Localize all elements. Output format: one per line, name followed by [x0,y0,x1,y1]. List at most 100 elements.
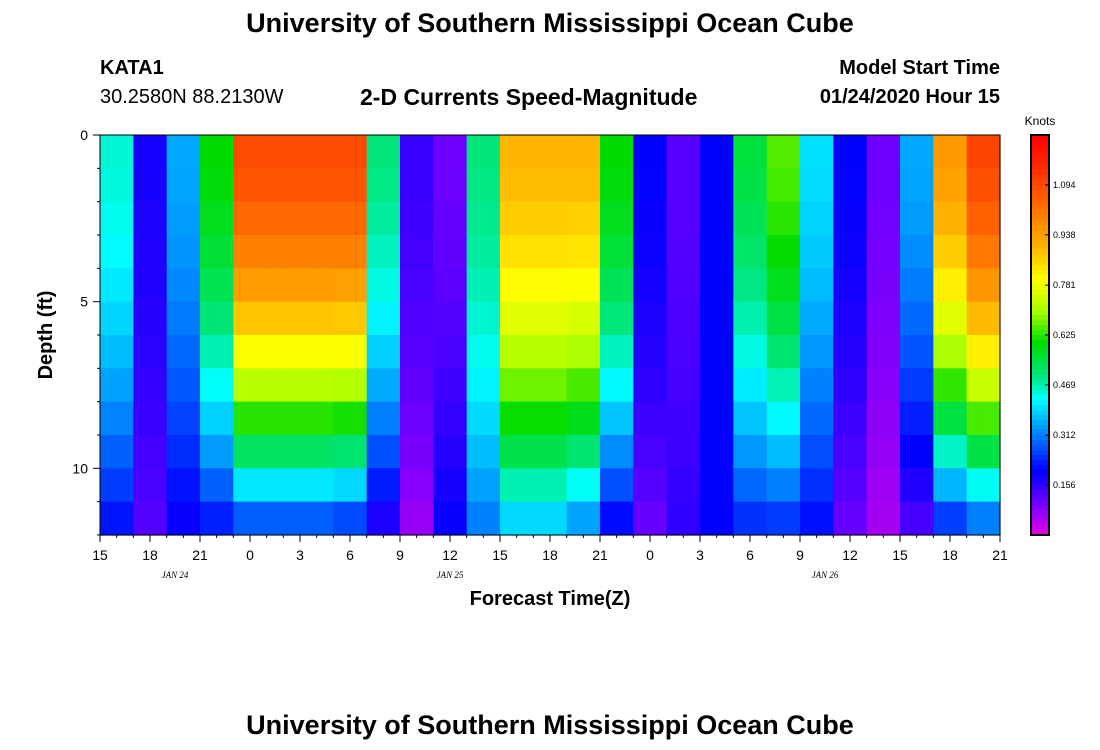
heatmap-cell [700,401,718,436]
heatmap-cell [216,501,234,536]
heatmap-cell [816,168,834,203]
heatmap-cell [250,335,268,369]
heatmap-cell [950,268,968,303]
heatmap-cell [233,401,251,436]
heatmap-cell [966,268,984,303]
colorbar-segment [1031,350,1049,356]
heatmap-cell [183,435,201,469]
heatmap-cell [716,368,734,403]
heatmap-cell [350,368,368,403]
heatmap-cell [716,201,734,236]
heatmap-cell [316,501,334,536]
heatmap-cell [883,135,901,169]
heatmap-cell [883,501,901,536]
colorbar-segment [1031,520,1049,526]
heatmap-cell [916,168,934,203]
heatmap-cell [600,435,618,469]
heatmap-cell [700,168,718,203]
heatmap-cell [383,435,401,469]
colorbar-segment [1031,160,1049,166]
heatmap-cell [350,135,368,169]
heatmap-cell [716,168,734,203]
heatmap-cell [733,468,751,503]
heatmap-cell [433,168,451,203]
x-tick-label: 21 [592,547,608,563]
colorbar: 1.094 0.938 0.781 0.625 0.469 0.312 0.156 [1030,134,1076,536]
heatmap-cell [333,501,351,536]
x-axis-label: Forecast Time(Z) [470,588,631,610]
heatmap-cell [466,268,484,303]
x-tick-label: 15 [492,547,508,563]
colorbar-segment [1031,185,1049,191]
colorbar-segment [1031,490,1049,496]
heatmap-cell [350,268,368,303]
heatmap-cell [783,268,801,303]
heatmap-cell [416,468,434,503]
heatmap-cell [550,468,568,503]
colorbar-tick-label: 0.469 [1053,380,1076,390]
colorbar-segment [1031,335,1049,341]
heatmap-cell [116,135,134,169]
heatmap-cell [983,368,1001,403]
heatmap-cell [800,168,818,203]
heatmap-cell [716,501,734,536]
colorbar-segment [1031,420,1049,426]
heatmap-cell [316,168,334,203]
x-tick-label: 18 [542,547,558,563]
heatmap-cell [233,235,251,269]
heatmap-cell [800,235,818,269]
heatmap-cell [816,468,834,503]
heatmap-cell [216,301,234,336]
heatmap-cell [900,368,918,403]
colorbar-segment [1031,295,1049,301]
heatmap-cell [133,401,151,436]
heatmap-cell [466,235,484,269]
heatmap-cell [850,235,868,269]
heatmap-cell [233,301,251,336]
heatmap-cell [783,135,801,169]
heatmap-cell [216,468,234,503]
colorbar-segment [1031,340,1049,346]
heatmap-cell [500,268,518,303]
heatmap-cell [566,368,584,403]
heatmap-cell [233,268,251,303]
heatmap-cell [366,435,384,469]
heatmap-cell [150,301,168,336]
heatmap-cell [533,201,551,236]
heatmap-cell [766,135,784,169]
colorbar-tick-label: 0.781 [1053,280,1076,290]
heatmap-cell [350,501,368,536]
colorbar-title: Knots [1025,114,1056,128]
colorbar-segment [1031,375,1049,381]
heatmap-cell [683,301,701,336]
heatmap-cell [650,401,668,436]
heatmap-cell [750,201,768,236]
heatmap-cell [833,335,851,369]
heatmap-cell [866,501,884,536]
heatmap-cell [300,401,318,436]
heatmap-cell [350,201,368,236]
heatmap-cell [816,301,834,336]
colorbar-segment [1031,445,1049,451]
heatmap-cell [800,268,818,303]
heatmap-cell [500,301,518,336]
heatmap-cell [216,335,234,369]
heatmap-cell [666,468,684,503]
heatmap-cell [483,235,501,269]
heatmap-cell [300,335,318,369]
heatmap-cell [683,135,701,169]
heatmap-cell [733,168,751,203]
heatmap-cell [866,401,884,436]
heatmap-cell [366,201,384,236]
heatmap-cell [716,135,734,169]
page-title: University of Southern Mississippi Ocean… [246,8,854,38]
heatmap-cell [983,435,1001,469]
heatmap-cell [950,501,968,536]
heatmap-cell [683,368,701,403]
colorbar-segment [1031,255,1049,261]
heatmap-cell [450,301,468,336]
heatmap-cell [200,501,218,536]
heatmap-cell [416,268,434,303]
heatmap-cell [183,235,201,269]
heatmap-cell [283,268,301,303]
